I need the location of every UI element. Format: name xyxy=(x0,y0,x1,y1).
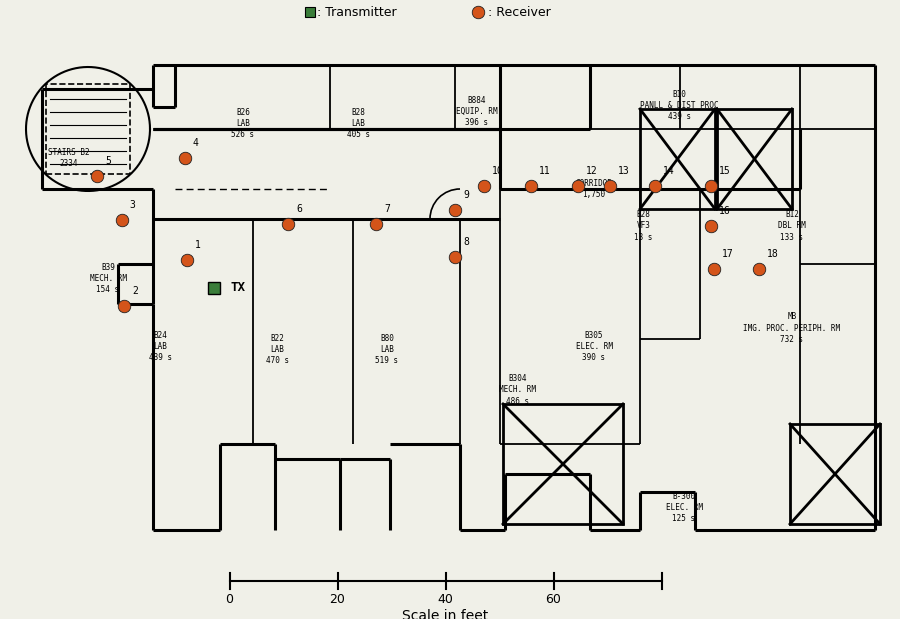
Text: B22
LAB
470 s: B22 LAB 470 s xyxy=(266,334,289,365)
Text: B24
LAB
439 s: B24 LAB 439 s xyxy=(148,331,172,362)
Text: 20: 20 xyxy=(329,592,346,605)
Text: : Receiver: : Receiver xyxy=(488,6,551,19)
Text: STAIRS B2
2334: STAIRS B2 2334 xyxy=(48,148,89,168)
Text: 2: 2 xyxy=(132,287,138,297)
Text: B304
MECH. RM
486 s: B304 MECH. RM 486 s xyxy=(499,374,536,405)
Text: 10: 10 xyxy=(492,166,504,176)
Text: B26
LAB
526 s: B26 LAB 526 s xyxy=(231,108,255,139)
Text: B884
EQUIP. RM
396 s: B884 EQUIP. RM 396 s xyxy=(456,96,498,127)
Text: 17: 17 xyxy=(722,249,734,259)
Text: B28
VF3
13 s: B28 VF3 13 s xyxy=(634,210,652,241)
Text: CORRIDOR
1,750: CORRIDOR 1,750 xyxy=(575,179,613,199)
Text: 13: 13 xyxy=(618,166,630,176)
Text: 18: 18 xyxy=(767,249,778,259)
Bar xyxy=(305,7,315,17)
Text: 1: 1 xyxy=(195,240,201,250)
Text: B12
DBL RM
133 s: B12 DBL RM 133 s xyxy=(778,210,806,241)
Bar xyxy=(790,424,880,524)
Text: 6: 6 xyxy=(296,204,302,214)
Text: B305
ELEC. RM
390 s: B305 ELEC. RM 390 s xyxy=(575,331,613,362)
Text: 15: 15 xyxy=(719,166,731,176)
Text: 0: 0 xyxy=(226,592,233,605)
Text: 8: 8 xyxy=(464,237,469,247)
Text: 3: 3 xyxy=(130,200,135,210)
Text: B80
LAB
519 s: B80 LAB 519 s xyxy=(375,334,399,365)
Text: 14: 14 xyxy=(663,166,675,176)
Text: 11: 11 xyxy=(539,166,551,176)
Text: : Transmitter: : Transmitter xyxy=(317,6,397,19)
Text: 4: 4 xyxy=(193,138,198,148)
Text: 5: 5 xyxy=(105,157,111,167)
Text: 9: 9 xyxy=(464,191,469,201)
Bar xyxy=(503,404,623,524)
Bar xyxy=(46,84,130,174)
Text: 60: 60 xyxy=(545,592,562,605)
Text: 16: 16 xyxy=(719,206,731,216)
Text: 12: 12 xyxy=(586,166,598,176)
Text: 7: 7 xyxy=(384,204,390,214)
Text: B-300
ELEC. RM
125 s: B-300 ELEC. RM 125 s xyxy=(665,492,703,523)
Text: 40: 40 xyxy=(437,592,454,605)
Bar xyxy=(208,282,220,294)
Text: MB
IMG. PROC. PERIPH. RM
732 s: MB IMG. PROC. PERIPH. RM 732 s xyxy=(743,313,841,344)
Bar xyxy=(640,109,715,209)
Text: Scale in feet: Scale in feet xyxy=(402,608,489,619)
Text: TX: TX xyxy=(230,281,245,295)
Text: B28
LAB
405 s: B28 LAB 405 s xyxy=(346,108,370,139)
Bar xyxy=(717,109,792,209)
Text: B39
MECH. RM
154 s: B39 MECH. RM 154 s xyxy=(89,263,127,294)
Text: B10
PANLL & DIST PROC
439 s: B10 PANLL & DIST PROC 439 s xyxy=(640,90,719,121)
